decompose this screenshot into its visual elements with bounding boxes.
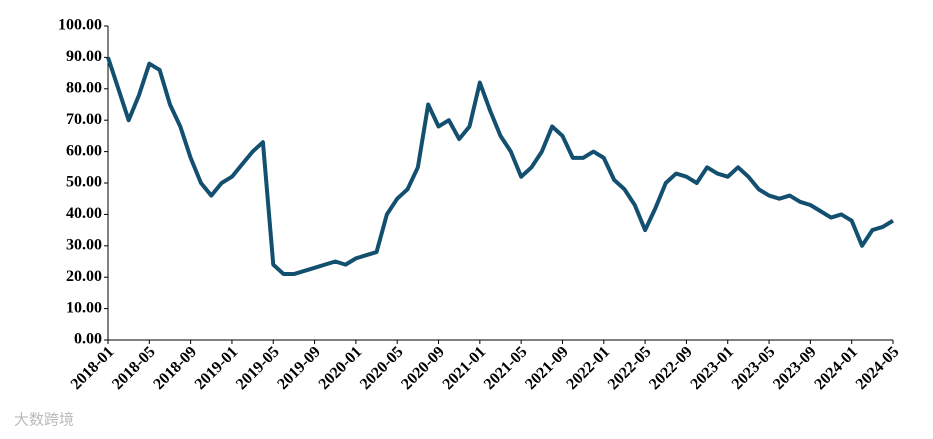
x-tick-label: 2022-01 [563,343,613,393]
x-tick-label: 2024-05 [853,343,903,393]
y-tick-label: 0.00 [74,331,102,348]
x-tick-label: 2023-09 [770,343,820,393]
y-tick-label: 10.00 [66,299,102,316]
y-tick-label: 60.00 [66,142,102,159]
x-tick-label: 2021-09 [522,343,572,393]
y-tick-label: 100.00 [58,17,102,34]
x-tick-label: 2022-05 [605,343,655,393]
x-tick-label: 2018-01 [68,343,118,393]
y-tick-label: 40.00 [66,205,102,222]
x-tick-label: 2020-09 [398,343,448,393]
x-tick-label: 2024-01 [811,343,861,393]
y-tick-label: 70.00 [66,111,102,128]
y-tick-label: 80.00 [66,79,102,96]
x-tick-label: 2023-05 [729,343,779,393]
x-tick-label: 2019-01 [192,343,242,393]
y-tick-label: 30.00 [66,236,102,253]
x-tick-label: 2021-05 [481,343,531,393]
x-tick-label: 2021-01 [440,343,490,393]
y-tick-label: 90.00 [66,48,102,65]
x-tick-label: 2020-05 [357,343,407,393]
x-tick-label: 2018-05 [109,343,159,393]
x-tick-label: 2019-09 [274,343,324,393]
x-tick-label: 2019-05 [233,343,283,393]
x-tick-label: 2018-09 [150,343,200,393]
line-series [106,56,895,277]
x-tick-label: 2022-09 [646,343,696,393]
y-tick-label: 50.00 [66,174,102,191]
x-tick-label: 2020-01 [316,343,366,393]
x-tick-label: 2023-01 [687,343,737,393]
watermark: 大数跨境 [14,411,74,429]
y-tick-label: 20.00 [66,268,102,285]
